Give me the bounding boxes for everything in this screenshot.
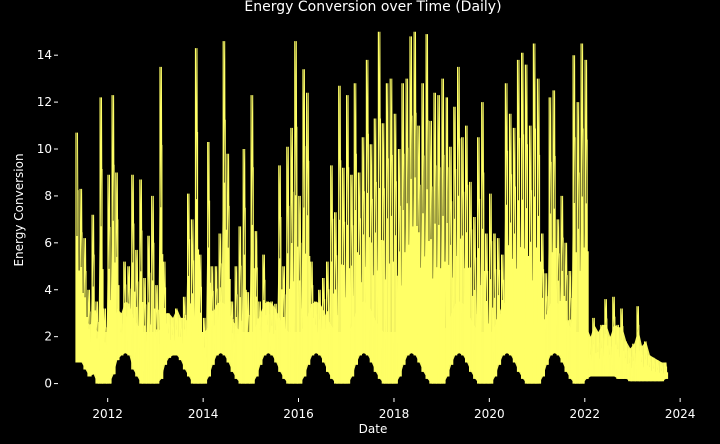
y-tick-label: 12 [37,95,52,109]
y-tick-label: 0 [44,377,52,391]
x-tick-label: 2014 [188,407,219,421]
x-tick-label: 2018 [379,407,410,421]
y-tick-label: 4 [44,283,52,297]
y-tick-label: 10 [37,142,52,156]
x-axis-label: Date [359,422,388,436]
x-axis: 2012 2014 2016 2018 2020 2022 2024 [92,398,695,421]
x-tick-label: 2020 [474,407,505,421]
chart-title: Energy Conversion over Time (Daily) [244,0,501,15]
y-tick-label: 8 [44,189,52,203]
y-axis-label: Energy Conversion [12,153,26,266]
y-tick-label: 14 [37,48,52,62]
y-tick-label: 2 [44,330,52,344]
x-tick-label: 2012 [92,407,123,421]
plot-area [75,31,669,384]
x-tick-label: 2024 [665,407,696,421]
series-line [77,31,668,384]
x-tick-label: 2016 [283,407,314,421]
y-axis: 0 2 4 6 8 10 12 14 [37,48,58,391]
y-tick-label: 6 [44,236,52,250]
x-tick-label: 2022 [570,407,601,421]
